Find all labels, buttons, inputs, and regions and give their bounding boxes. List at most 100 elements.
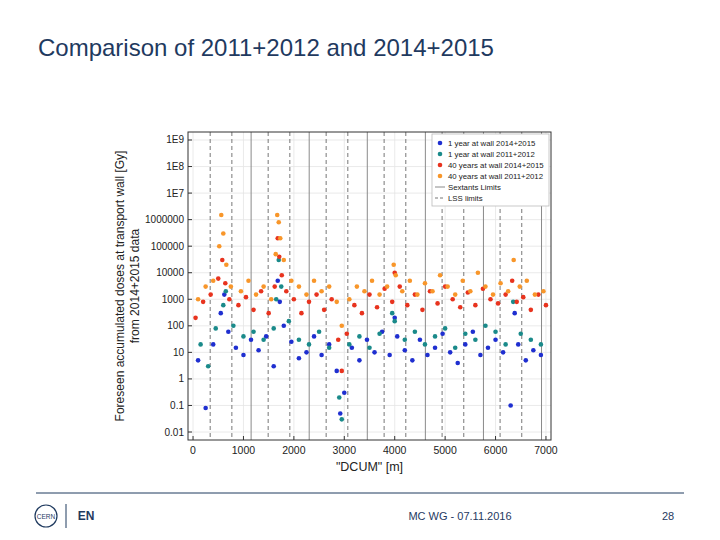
x-tick	[193, 436, 194, 440]
y-grid-line	[188, 219, 551, 220]
point	[266, 311, 271, 316]
point	[463, 332, 468, 337]
point	[227, 297, 232, 302]
point	[276, 220, 281, 225]
cern-logo-text: CERN	[37, 513, 56, 520]
y-axis-label: Foreseen accumulated doses at transport …	[113, 151, 127, 422]
point	[390, 311, 395, 316]
y-tick-label: 1E8	[166, 161, 184, 172]
point	[203, 406, 208, 411]
y-tick	[188, 246, 192, 247]
point	[514, 300, 519, 305]
point	[402, 348, 407, 353]
point	[304, 292, 309, 297]
legend-box	[432, 134, 549, 206]
point	[377, 292, 382, 297]
en-logo-text: EN	[78, 509, 95, 523]
point	[216, 276, 221, 281]
point	[278, 236, 283, 241]
point	[445, 284, 450, 289]
sextant-limit	[309, 132, 310, 440]
point	[347, 297, 352, 302]
point	[367, 292, 372, 297]
lss-limit	[210, 132, 211, 440]
x-tick-label: 1000	[232, 444, 256, 456]
point	[397, 284, 402, 289]
point	[249, 337, 254, 342]
point	[408, 278, 413, 283]
point	[357, 334, 362, 339]
point	[355, 284, 360, 289]
y-grid-line	[188, 246, 551, 247]
lss-limit	[289, 132, 290, 440]
point	[372, 350, 377, 355]
lss-limit	[384, 132, 385, 440]
point	[319, 353, 324, 358]
point	[512, 311, 517, 316]
point	[483, 324, 488, 329]
sextant-limit	[251, 132, 252, 440]
point	[402, 337, 407, 342]
point	[438, 273, 443, 278]
legend-swatch	[438, 152, 443, 157]
y-grid-line	[188, 432, 551, 433]
legend-swatch	[435, 187, 445, 188]
point	[208, 292, 213, 297]
point	[433, 345, 438, 350]
point	[473, 303, 478, 308]
point	[345, 332, 350, 337]
point	[523, 358, 528, 363]
y-grid-line	[188, 405, 551, 406]
point	[307, 342, 312, 347]
x-tick-label: 3000	[333, 444, 357, 456]
series-0	[196, 278, 543, 415]
x-grid-line	[394, 132, 395, 440]
point	[352, 303, 357, 308]
legend-label: LSS limits	[448, 194, 483, 203]
point	[392, 319, 397, 324]
point	[297, 356, 302, 361]
point	[251, 329, 256, 334]
point	[544, 303, 549, 308]
point	[203, 284, 208, 289]
point	[435, 301, 440, 306]
point	[231, 324, 236, 329]
point	[281, 258, 286, 263]
series-3	[196, 213, 546, 328]
y-tick	[188, 432, 192, 433]
point	[370, 278, 375, 283]
lss-limit	[268, 132, 269, 440]
legend-swatch	[438, 141, 443, 146]
point	[236, 303, 241, 308]
x-grid-line	[193, 132, 194, 440]
point	[218, 311, 223, 316]
point	[491, 292, 496, 297]
point	[221, 231, 226, 236]
point	[217, 244, 222, 249]
points	[193, 213, 548, 422]
x-tick	[445, 436, 446, 440]
point	[327, 284, 332, 289]
y-tick	[188, 352, 192, 353]
point	[297, 337, 302, 342]
point	[271, 364, 276, 369]
footer-rule	[36, 493, 684, 494]
cern-logo	[35, 505, 57, 527]
y-tick	[188, 272, 192, 273]
point	[483, 284, 488, 289]
y-grid-line	[188, 299, 551, 300]
x-tick	[394, 436, 395, 440]
point	[284, 289, 289, 294]
point	[246, 278, 251, 283]
point	[410, 358, 415, 363]
point	[234, 345, 239, 350]
point	[261, 337, 266, 342]
point	[314, 292, 319, 297]
y-grid-line	[188, 378, 551, 379]
point	[347, 342, 352, 347]
point	[529, 337, 534, 342]
point	[224, 289, 229, 294]
y-grid-line	[188, 352, 551, 353]
point	[375, 305, 380, 310]
point	[525, 278, 530, 283]
